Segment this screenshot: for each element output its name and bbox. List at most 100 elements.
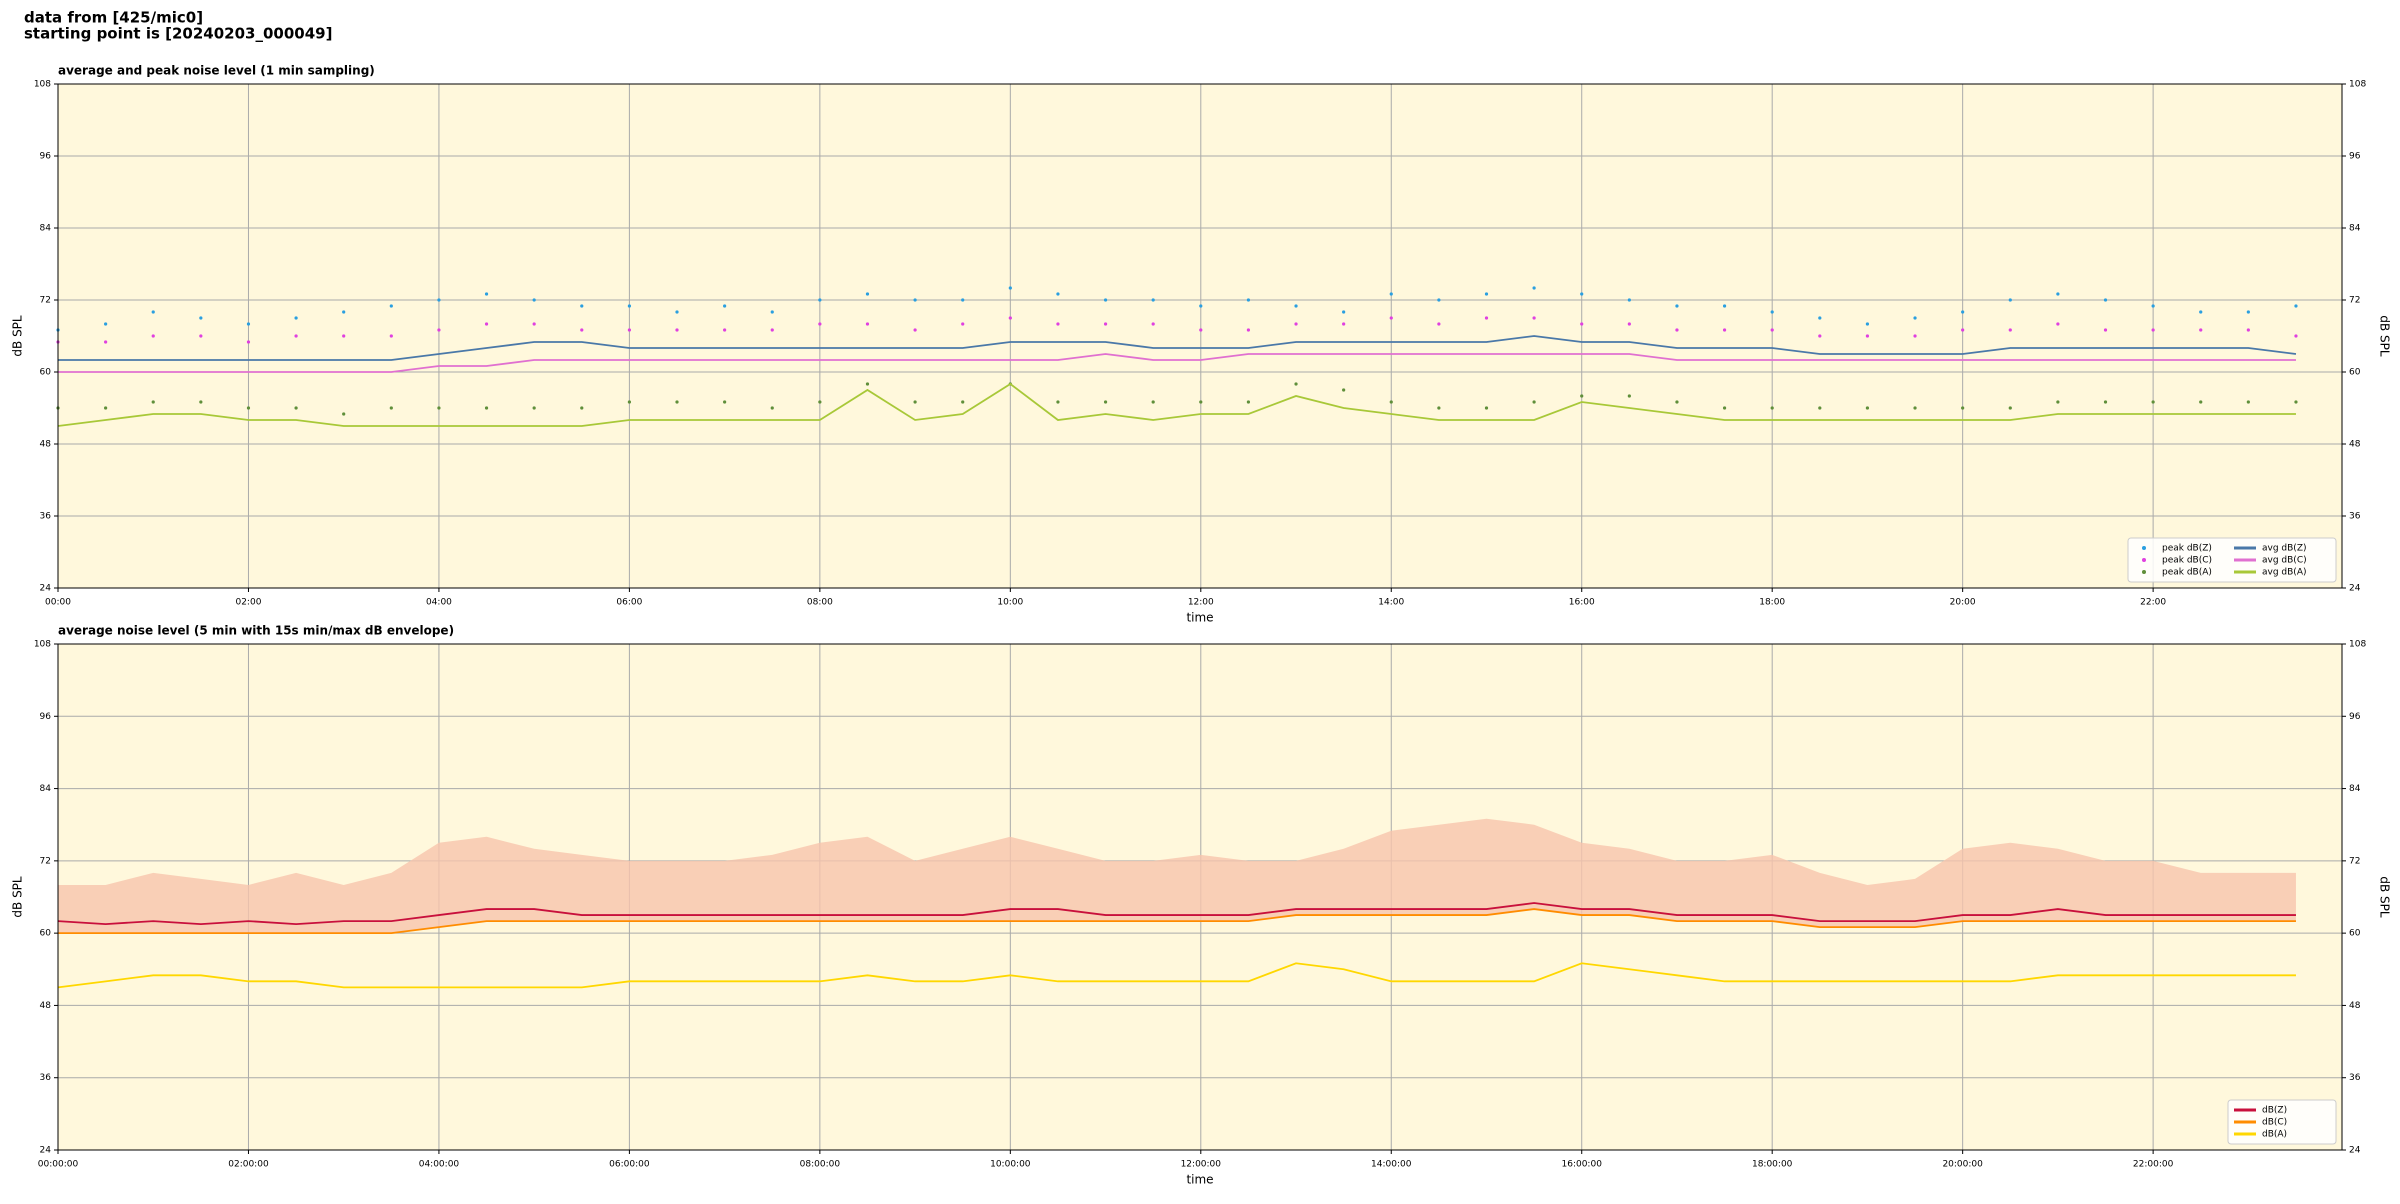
y-tick-label: 48 bbox=[40, 440, 52, 450]
peak-point bbox=[246, 406, 251, 410]
y-axis-label: dB SPL bbox=[11, 315, 25, 357]
peak-point bbox=[1056, 400, 1060, 404]
peak-point bbox=[199, 334, 203, 338]
peak-point bbox=[437, 328, 441, 332]
x-tick-label: 02:00 bbox=[235, 598, 261, 608]
legend-marker bbox=[2142, 570, 2146, 574]
series-line bbox=[57, 902, 2296, 926]
y2-tick-label: 36 bbox=[2349, 512, 2361, 522]
peak-point bbox=[2246, 400, 2250, 404]
peak-point bbox=[1818, 316, 1822, 320]
envelope-area bbox=[58, 818, 2296, 934]
x-axis-label: time bbox=[1186, 611, 1213, 625]
peak-point bbox=[1913, 406, 1917, 410]
peak-point bbox=[770, 406, 774, 410]
y2-tick-label: 84 bbox=[2349, 784, 2361, 794]
chart-title: average and peak noise level (1 min samp… bbox=[58, 64, 375, 78]
peak-point bbox=[437, 298, 441, 302]
peak-point bbox=[1199, 304, 1203, 308]
x-tick-label: 16:00 bbox=[1569, 598, 1595, 608]
peak-point bbox=[1342, 310, 1346, 314]
y-tick-label: 84 bbox=[40, 784, 52, 794]
peak-point bbox=[1818, 334, 1822, 338]
x-tick-label: 00:00:00 bbox=[38, 1160, 79, 1170]
legend-label: avg dB(C) bbox=[2262, 556, 2307, 566]
peak-point bbox=[1389, 316, 1393, 320]
peak-point bbox=[2246, 328, 2250, 332]
peak-point bbox=[770, 328, 774, 332]
x-tick-label: 06:00 bbox=[616, 598, 642, 608]
peak-point bbox=[1151, 400, 1155, 404]
y2-tick-label: 72 bbox=[2349, 296, 2360, 306]
peak-point bbox=[342, 412, 346, 416]
y2-tick-label: 96 bbox=[2349, 152, 2361, 162]
peak-point bbox=[484, 322, 489, 326]
peak-point bbox=[1294, 322, 1298, 326]
peak-point bbox=[1818, 406, 1822, 410]
peak-point bbox=[2199, 400, 2203, 404]
x-tick-label: 06:00:00 bbox=[609, 1160, 650, 1170]
y2-tick-label: 72 bbox=[2349, 856, 2360, 866]
x-axis-label: time bbox=[1186, 1173, 1213, 1187]
peak-point bbox=[1532, 286, 1536, 290]
legend-box bbox=[2127, 537, 2337, 583]
peak-point bbox=[246, 322, 251, 326]
peak-point bbox=[342, 334, 346, 338]
peak-point bbox=[1294, 382, 1298, 386]
plot-frame bbox=[57, 643, 2343, 1151]
peak-point bbox=[1103, 400, 1108, 404]
x-tick-label: 22:00 bbox=[2140, 598, 2166, 608]
peak-point bbox=[1389, 292, 1393, 296]
peak-point bbox=[532, 298, 536, 302]
peak-point bbox=[1008, 286, 1012, 290]
x-tick-label: 18:00:00 bbox=[1752, 1160, 1793, 1170]
peak-point bbox=[2103, 400, 2108, 404]
peak-point bbox=[818, 322, 822, 326]
legend-label: dB(Z) bbox=[2262, 1106, 2287, 1116]
peak-point bbox=[580, 304, 584, 308]
legend-label: avg dB(Z) bbox=[2262, 544, 2307, 554]
peak-point bbox=[1722, 304, 1727, 308]
x-tick-label: 12:00:00 bbox=[1181, 1160, 1222, 1170]
peak-point bbox=[1913, 316, 1917, 320]
peak-point bbox=[1865, 406, 1870, 410]
y-tick-label: 24 bbox=[40, 584, 52, 594]
peak-point bbox=[1199, 328, 1203, 332]
peak-point bbox=[1961, 406, 1965, 410]
y-tick-label: 108 bbox=[34, 640, 51, 650]
peak-point bbox=[1246, 400, 1251, 404]
peak-point bbox=[2151, 328, 2155, 332]
peak-point bbox=[437, 406, 441, 410]
y2-tick-label: 60 bbox=[2349, 929, 2361, 939]
y2-tick-label: 48 bbox=[2349, 1001, 2361, 1011]
peak-point bbox=[2294, 304, 2298, 308]
legend-marker bbox=[2142, 558, 2146, 562]
header-start: starting point is [20240203_000049] bbox=[24, 25, 332, 43]
peak-point bbox=[389, 334, 393, 338]
legend-label: peak dB(C) bbox=[2162, 556, 2212, 566]
plot-frame bbox=[57, 83, 2343, 589]
peak-point bbox=[1627, 394, 1631, 398]
y2-tick-label: 84 bbox=[2349, 224, 2361, 234]
peak-point bbox=[1103, 298, 1108, 302]
peak-point bbox=[1770, 310, 1774, 314]
y-tick-label: 72 bbox=[40, 856, 51, 866]
peak-point bbox=[580, 406, 584, 410]
peak-point bbox=[1246, 328, 1251, 332]
peak-point bbox=[2294, 334, 2298, 338]
peak-point bbox=[1008, 316, 1012, 320]
peak-point bbox=[1151, 322, 1155, 326]
x-tick-label: 20:00:00 bbox=[1942, 1160, 1983, 1170]
peak-point bbox=[1627, 322, 1631, 326]
peak-point bbox=[104, 406, 108, 410]
peak-point bbox=[1675, 328, 1679, 332]
x-tick-label: 16:00:00 bbox=[1562, 1160, 1603, 1170]
peak-point bbox=[2008, 298, 2012, 302]
peak-point bbox=[1961, 328, 1965, 332]
peak-point bbox=[1484, 292, 1489, 296]
peak-point bbox=[104, 340, 108, 344]
y-tick-label: 48 bbox=[40, 1001, 52, 1011]
x-tick-label: 00:00 bbox=[45, 598, 71, 608]
x-tick-label: 04:00 bbox=[426, 598, 452, 608]
x-tick-label: 08:00 bbox=[807, 598, 833, 608]
